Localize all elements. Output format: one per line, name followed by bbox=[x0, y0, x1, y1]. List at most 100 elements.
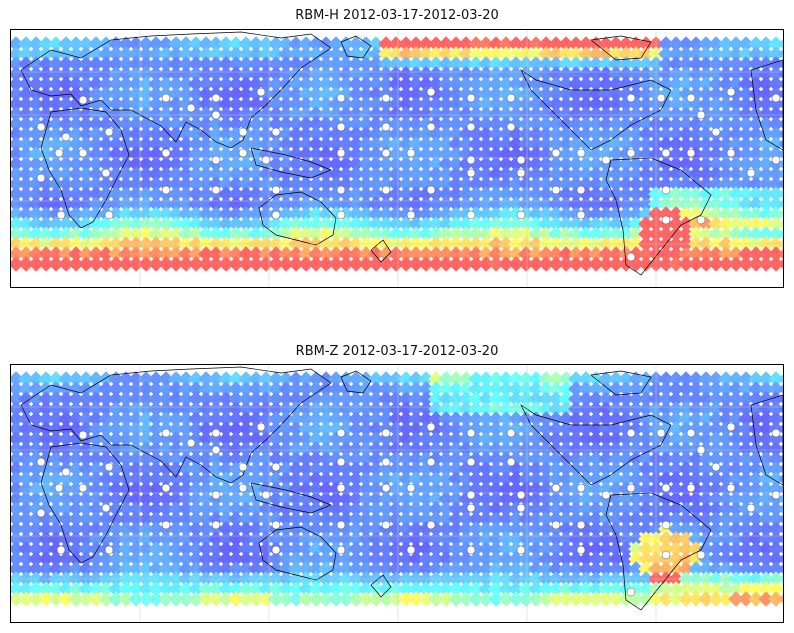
field-cell bbox=[218, 56, 234, 72]
field-cell bbox=[528, 196, 544, 212]
field-cell bbox=[578, 106, 594, 122]
field-cell bbox=[748, 36, 764, 52]
field-cell bbox=[538, 551, 554, 567]
station-marker bbox=[211, 428, 221, 438]
field-cell bbox=[708, 46, 724, 62]
field-cell bbox=[558, 36, 574, 52]
field-cell bbox=[88, 86, 104, 102]
field-cell bbox=[588, 431, 604, 447]
field-cell bbox=[708, 401, 724, 417]
field-cell bbox=[608, 46, 624, 62]
field-cell bbox=[28, 156, 44, 172]
field-cell bbox=[588, 451, 604, 467]
field-cell bbox=[178, 196, 194, 212]
station-marker bbox=[406, 210, 416, 220]
field-cell bbox=[78, 126, 94, 142]
field-cell bbox=[728, 391, 744, 407]
field-cell bbox=[448, 491, 464, 507]
field-cell bbox=[78, 56, 94, 72]
field-cell bbox=[578, 256, 594, 272]
field-cell bbox=[148, 431, 164, 447]
field-cell bbox=[368, 156, 384, 172]
field-cell bbox=[11, 381, 24, 397]
field-cell bbox=[478, 461, 494, 477]
field-cell bbox=[348, 136, 364, 152]
field-cell bbox=[598, 256, 614, 272]
field-cell bbox=[318, 106, 334, 122]
field-cell bbox=[178, 176, 194, 192]
field-cell bbox=[198, 116, 214, 132]
field-cell bbox=[438, 256, 454, 272]
field-cell bbox=[558, 76, 574, 92]
field-cell bbox=[88, 136, 104, 152]
map-panel-rbm-h[interactable] bbox=[10, 29, 784, 288]
field-cell bbox=[428, 381, 444, 397]
field-cell bbox=[678, 66, 694, 82]
field-cell bbox=[598, 206, 614, 222]
field-cell bbox=[488, 216, 504, 232]
field-cell bbox=[738, 591, 754, 607]
field-cell bbox=[228, 86, 244, 102]
field-cell bbox=[358, 401, 374, 417]
field-cell bbox=[608, 551, 624, 567]
field-cell bbox=[448, 246, 464, 262]
field-cell bbox=[508, 76, 524, 92]
field-cell bbox=[108, 226, 124, 242]
field-cell bbox=[548, 371, 564, 387]
field-cell bbox=[758, 86, 774, 102]
field-cell bbox=[198, 451, 214, 467]
field-cell bbox=[318, 76, 334, 92]
field-cell bbox=[178, 216, 194, 232]
field-cell bbox=[658, 176, 674, 192]
field-cell bbox=[618, 176, 634, 192]
field-cell bbox=[578, 581, 594, 597]
field-cell bbox=[88, 126, 104, 142]
field-cell bbox=[588, 86, 604, 102]
field-cell bbox=[438, 136, 454, 152]
field-cell bbox=[418, 226, 434, 242]
field-cell bbox=[208, 56, 224, 72]
field-cell bbox=[118, 196, 134, 212]
field-cell bbox=[138, 166, 154, 182]
field-cell bbox=[668, 146, 684, 162]
field-cell bbox=[58, 491, 74, 507]
field-cell bbox=[638, 96, 654, 112]
field-cell bbox=[578, 56, 594, 72]
field-cell bbox=[638, 461, 654, 477]
field-cell bbox=[168, 196, 184, 212]
field-cell bbox=[758, 226, 774, 242]
field-cell bbox=[738, 166, 754, 182]
station-marker bbox=[161, 428, 171, 438]
map-panel-rbm-z[interactable] bbox=[10, 364, 784, 623]
field-cell bbox=[748, 421, 764, 437]
field-cell bbox=[718, 381, 734, 397]
field-cell bbox=[48, 226, 64, 242]
field-cell bbox=[468, 411, 484, 427]
field-cell bbox=[318, 136, 334, 152]
field-cell bbox=[668, 391, 684, 407]
field-cell bbox=[528, 156, 544, 172]
field-cell bbox=[258, 371, 274, 387]
field-cell bbox=[718, 531, 734, 547]
station-marker bbox=[78, 148, 88, 158]
field-cell bbox=[718, 441, 734, 457]
field-cell bbox=[298, 106, 314, 122]
field-cell bbox=[58, 391, 74, 407]
field-cell bbox=[98, 391, 114, 407]
field-cell bbox=[58, 106, 74, 122]
field-cell bbox=[688, 371, 704, 387]
field-cell bbox=[698, 411, 714, 427]
field-cell bbox=[18, 391, 34, 407]
field-cell bbox=[708, 166, 724, 182]
field-cell bbox=[608, 156, 624, 172]
field-cell bbox=[768, 206, 783, 222]
field-cell bbox=[448, 431, 464, 447]
field-cell bbox=[158, 106, 174, 122]
field-cell bbox=[768, 186, 783, 202]
field-cell bbox=[748, 226, 764, 242]
field-cell bbox=[228, 196, 244, 212]
field-cell bbox=[538, 421, 554, 437]
station-marker bbox=[576, 148, 586, 158]
station-marker bbox=[551, 148, 561, 158]
field-cell bbox=[118, 226, 134, 242]
